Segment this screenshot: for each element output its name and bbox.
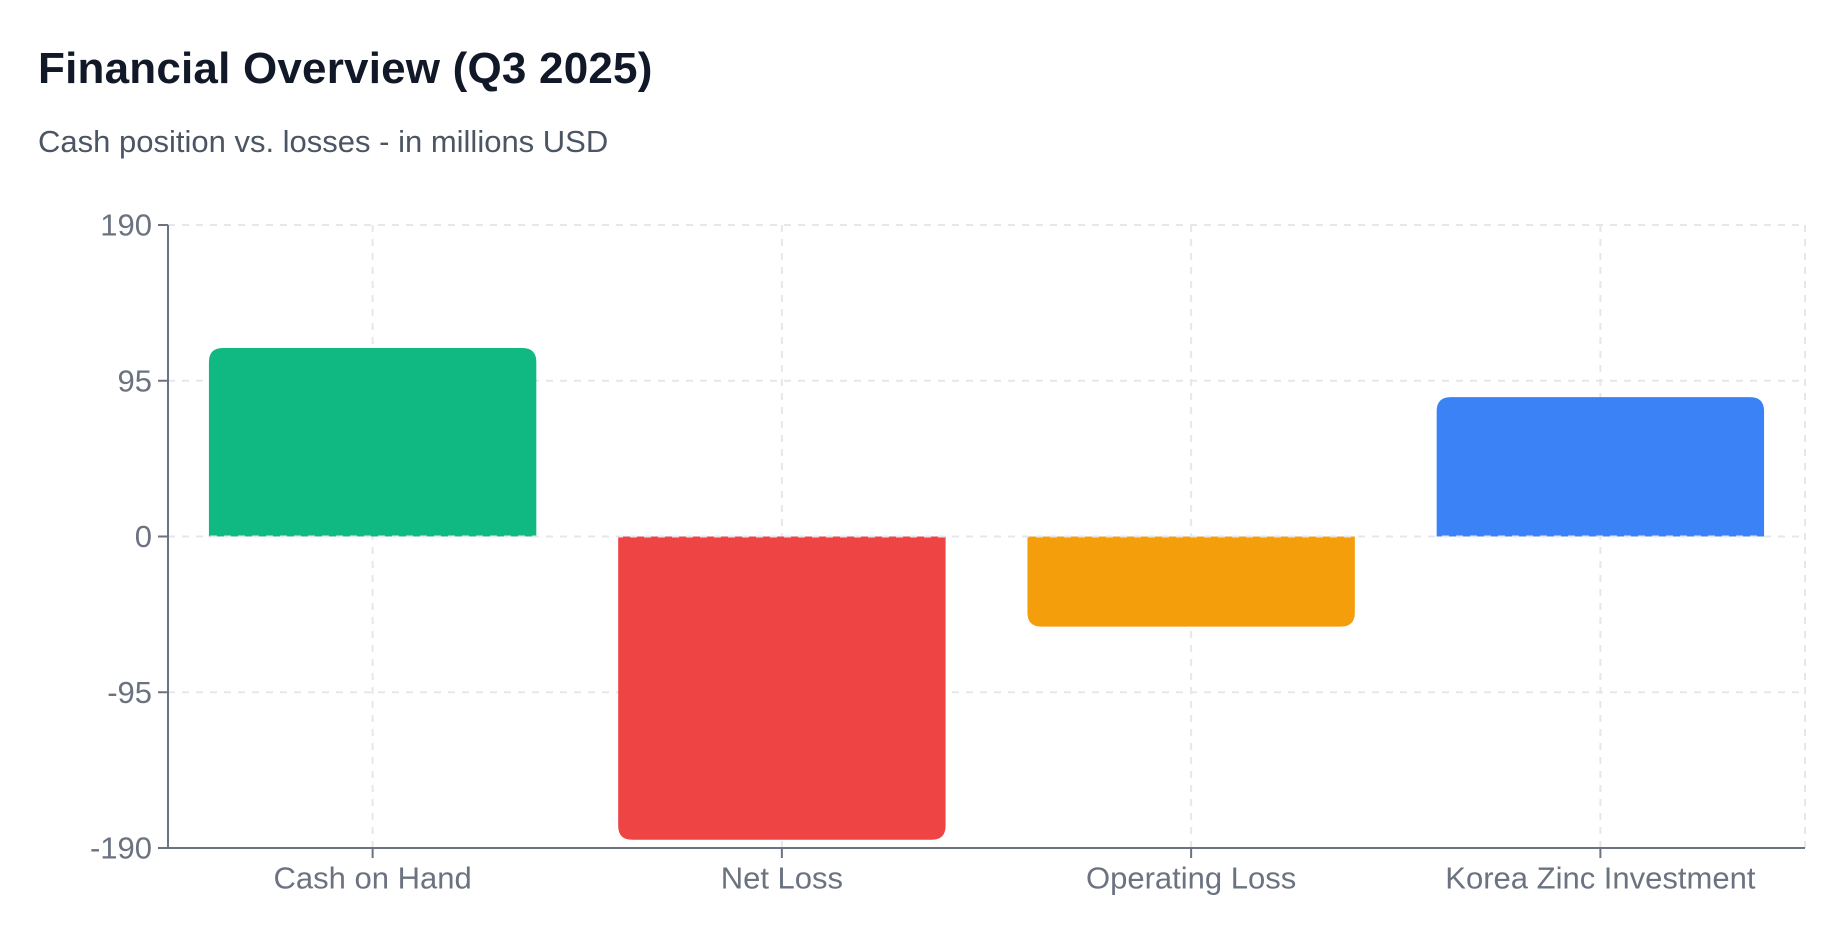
- tick-labels: -190 -95 0 95 190 Cash on Hand Net Loss Operati…: [90, 208, 1756, 896]
- chart-title: Financial Overview (Q3 2025): [38, 44, 653, 93]
- bar-net-loss[interactable]: [618, 536, 946, 840]
- bars: [208, 347, 1765, 840]
- x-tick-label: Cash on Hand: [274, 861, 472, 896]
- y-tick-label: 0: [135, 519, 152, 554]
- bar-korea-zinc-investment[interactable]: [1436, 397, 1765, 537]
- bar-operating-loss[interactable]: [1027, 536, 1355, 627]
- bar-cash-on-hand[interactable]: [208, 347, 537, 537]
- y-tick-label: -190: [90, 831, 152, 866]
- y-tick-label: -95: [107, 675, 152, 710]
- y-tick-label: 190: [100, 208, 152, 243]
- y-tick-label: 95: [118, 363, 152, 398]
- x-tick-label: Net Loss: [721, 861, 843, 896]
- axes: [158, 224, 1805, 858]
- chart-subtitle: Cash position vs. losses - in millions U…: [38, 124, 609, 159]
- x-tick-label: Operating Loss: [1086, 861, 1296, 896]
- x-tick-label: Korea Zinc Investment: [1445, 861, 1756, 896]
